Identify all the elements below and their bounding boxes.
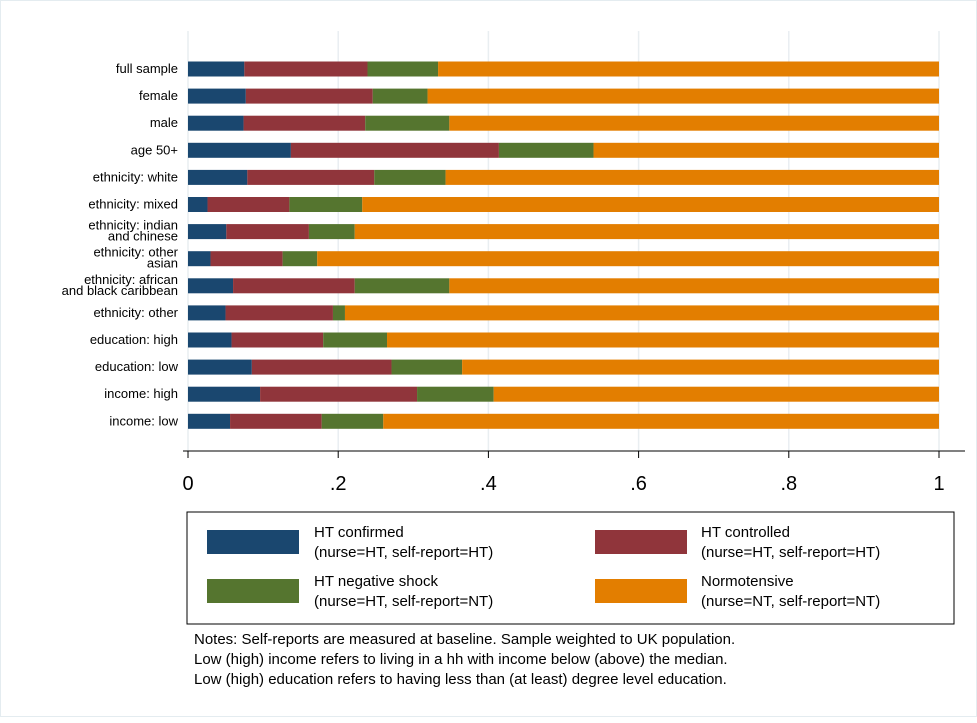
bar-segment [260,386,418,402]
bar-segment [321,413,384,429]
bar-segment [282,251,318,267]
bar-segment [188,142,291,158]
bar-segment [449,278,939,294]
bar-segment [290,142,499,158]
category-label: ethnicity: other asian [93,245,178,271]
bar-segment [188,386,261,402]
bar-segment [188,115,244,131]
bar-segment [323,332,388,348]
bar-segment [354,224,939,240]
bar-segment [417,386,494,402]
x-tick-label: .6 [630,473,647,495]
bar-segment [188,251,211,267]
note-line: Low (high) education refers to having le… [194,671,727,688]
bar-segment [188,359,252,375]
x-axis: 0 .2 .4 .6 .8 1 [182,450,965,495]
notes: Notes: Self-reports are measured at base… [194,631,735,688]
category-label: age 50+ [131,142,178,157]
bar-segment [231,332,324,348]
bar-segment [367,61,439,77]
category-label: full sample [116,61,178,76]
bar-segment [354,278,450,294]
bar-segment [210,251,283,267]
bar-segment [188,61,245,77]
note-line: Low (high) income refers to living in a … [194,651,728,668]
bar-segment [391,359,463,375]
bar-segment [344,305,940,321]
bar-segment [317,251,939,267]
category-label: income: high [104,386,178,401]
bar-segment [207,197,290,212]
bar-segment [308,224,355,240]
legend-swatch [207,530,299,554]
x-tick-label: .8 [780,473,797,495]
bar-segment [188,224,227,240]
bar-segment [188,88,246,104]
legend-label: HT confirmed (nurse=HT, self-report=HT) [314,524,493,561]
bar-segment [233,278,355,294]
bar-segment [244,61,368,77]
bar-segment [462,359,939,375]
category-label: female [139,88,178,103]
legend-swatch [595,579,687,603]
bar-segment [230,413,322,429]
bar-segment [251,359,392,375]
category-label: ethnicity: mixed [88,197,178,212]
category-labels: full sample female male age 50+ ethnicity: w… [62,61,179,428]
category-label: income: low [109,413,178,428]
legend-label: HT negative shock (nurse=HT, self-report=… [314,573,493,610]
bar-segment [188,332,232,348]
bar-segment [387,332,939,348]
legend-swatch [595,530,687,554]
legend-swatch [207,579,299,603]
bar-segment [383,413,939,429]
bar-segment [226,224,309,240]
legend-label: Normotensive (nurse=NT, self-report=NT) [701,573,880,610]
bar-segment [593,142,939,158]
bar-segment [247,169,375,185]
bar-segment [243,115,366,131]
bars [188,61,940,429]
bar-segment [188,197,208,212]
bar-segment [332,305,345,321]
category-label: education: high [90,332,178,347]
legend-box [186,511,955,625]
bar-segment [365,115,450,131]
bar-segment [245,88,373,104]
bar-segment [449,115,939,131]
x-tick-label: .4 [480,473,497,495]
category-label: ethnicity: other [93,305,178,320]
x-tick-label: 1 [933,473,944,495]
bar-segment [374,169,446,185]
bar-segment [188,305,226,321]
legend-label: HT controlled (nurse=HT, self-report=HT) [701,524,880,561]
bar-segment [372,88,428,104]
bar-segment [445,169,939,185]
bar-segment [498,142,594,158]
bar-segment [362,197,939,212]
bar-segment [188,413,231,429]
x-tick-label: .2 [330,473,347,495]
bar-segment [427,88,939,104]
bar-segment [289,197,363,212]
bar-segment [225,305,333,321]
category-label: male [150,115,178,130]
x-tick-label: 0 [182,473,193,495]
category-label: education: low [95,359,179,374]
bar-segment [438,61,939,77]
bar-segment [188,278,234,294]
note-line: Notes: Self-reports are measured at base… [194,631,735,648]
bar-segment [188,169,248,185]
category-label: ethnicity: african and black caribbean [62,272,178,298]
category-label: ethnicity: indian and chinese [88,218,178,244]
legend: HT confirmed (nurse=HT, self-report=HT) HT… [186,511,955,625]
category-label: ethnicity: white [93,169,178,184]
bar-segment [493,386,939,402]
